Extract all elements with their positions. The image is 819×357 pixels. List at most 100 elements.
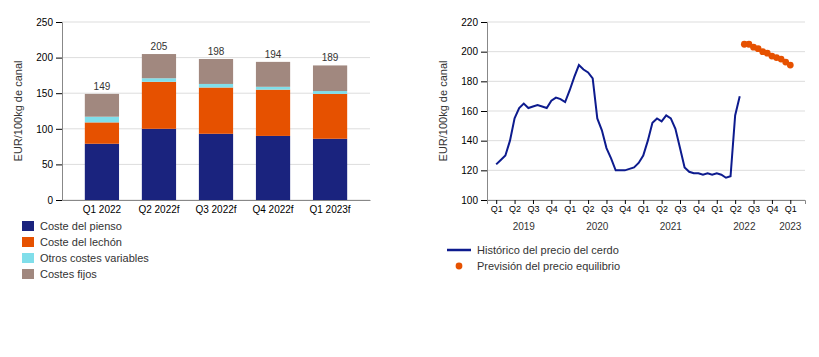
tick-label: 140 xyxy=(461,135,478,146)
bar-series xyxy=(85,78,347,122)
plot-area xyxy=(496,41,793,178)
bar-segment xyxy=(313,65,347,91)
x-tick: Q1 xyxy=(785,200,797,214)
y-tick: 160 xyxy=(461,106,487,117)
total-label: 194 xyxy=(265,49,282,60)
bar-segment xyxy=(313,94,347,139)
year-label: 2021 xyxy=(660,221,683,232)
x-tick: Q1 2022 xyxy=(83,204,122,215)
legend-label: Costes fijos xyxy=(40,268,97,280)
y-tick: 0 xyxy=(47,195,62,206)
axis-line xyxy=(63,200,371,201)
legend-label: Coste del lechón xyxy=(40,236,122,248)
grid xyxy=(62,22,370,200)
x-tick: Q3 xyxy=(748,200,760,214)
y-tick: 150 xyxy=(36,88,62,99)
tick-label: Q2 2022f xyxy=(138,204,179,215)
grid-line xyxy=(487,170,805,171)
legend: Coste del piensoCoste del lechónOtros co… xyxy=(22,220,149,280)
line-chart: 100120140160180200220EUR/100kg de canalQ… xyxy=(437,17,806,272)
x-tick: Q3 xyxy=(674,200,686,214)
tick-label: Q3 2022f xyxy=(195,204,236,215)
total-label: 149 xyxy=(94,81,111,92)
legend: Histórico del precio del cerdoPrevisión … xyxy=(447,244,620,272)
tick-label: 250 xyxy=(36,17,53,28)
tick-label: 0 xyxy=(47,195,53,206)
tick-label: 120 xyxy=(461,165,478,176)
y-tick: 200 xyxy=(36,52,62,63)
bar-chart: 050100150200250EUR/100kg de canalQ1 2022… xyxy=(12,17,371,280)
grid-line xyxy=(487,81,805,82)
bar-segment xyxy=(142,129,176,200)
annotations: 2019 2020 2021 2022 2023 xyxy=(513,221,802,232)
x-tick: Q2 xyxy=(730,200,742,214)
tick-mark xyxy=(56,129,62,130)
y-axis: 100120140160180200220 xyxy=(461,17,487,206)
y-tick: 140 xyxy=(461,135,487,146)
tick-label: Q2 xyxy=(509,204,521,214)
totals: 149205198194189 xyxy=(94,41,339,92)
tick-label: 200 xyxy=(461,46,478,57)
year-label: 2022 xyxy=(733,221,756,232)
grid xyxy=(487,22,805,200)
x-tick: Q4 2022f xyxy=(252,204,293,215)
chart-figure: 050100150200250EUR/100kg de canalQ1 2022… xyxy=(0,0,819,357)
y-tick: 180 xyxy=(461,76,487,87)
tick-mark xyxy=(56,58,62,59)
bar-series xyxy=(85,82,347,144)
grid-line xyxy=(487,111,805,112)
tick-label: 160 xyxy=(461,106,478,117)
x-tick: Q1 xyxy=(564,200,576,214)
tick-label: Q1 xyxy=(491,204,503,214)
year-label: 2023 xyxy=(779,221,802,232)
bar-segment xyxy=(199,59,233,84)
tick-mark xyxy=(481,52,487,53)
y-tick: 50 xyxy=(42,159,62,170)
x-axis: Q1Q2Q3Q4Q1Q2Q3Q4Q1Q2Q3Q4Q1Q2Q3Q4Q1 xyxy=(488,200,806,214)
tick-label: Q1 2022 xyxy=(83,204,122,215)
bar-segment xyxy=(313,139,347,200)
x-tick: Q2 xyxy=(583,200,595,214)
axis-line xyxy=(481,23,488,201)
bar-segment xyxy=(142,78,176,82)
x-tick: Q3 xyxy=(527,200,539,214)
total-label: 189 xyxy=(322,52,339,63)
tick-label: Q1 xyxy=(564,204,576,214)
x-tick: Q1 xyxy=(638,200,650,214)
legend-item: Coste del lechón xyxy=(22,236,122,248)
tick-label: Q3 xyxy=(527,204,539,214)
x-tick: Q4 xyxy=(619,200,631,214)
series-points xyxy=(741,41,794,69)
tick-label: Q4 xyxy=(546,204,558,214)
x-tick: Q1 2023f xyxy=(309,204,350,215)
bar-segment xyxy=(85,94,119,117)
legend-swatch xyxy=(456,263,463,270)
tick-label: 150 xyxy=(36,88,53,99)
plot-area xyxy=(85,54,347,200)
year-label: 2020 xyxy=(586,221,609,232)
x-tick: Q1 xyxy=(491,200,503,214)
tick-label: Q3 xyxy=(748,204,760,214)
x-tick: Q2 2022f xyxy=(138,204,179,215)
year-label: 2019 xyxy=(513,221,536,232)
x-tick: Q2 xyxy=(509,200,521,214)
x-tick: Q3 xyxy=(601,200,613,214)
x-tick: Q1 xyxy=(711,200,723,214)
legend-item: Otros costes variables xyxy=(22,252,149,264)
tick-label: 180 xyxy=(461,76,478,87)
legend-swatch xyxy=(22,253,34,263)
axis-line xyxy=(56,23,63,201)
y-axis: 050100150200250 xyxy=(36,17,62,206)
tick-label: Q1 xyxy=(711,204,723,214)
legend-swatch xyxy=(22,237,34,247)
tick-label: Q3 xyxy=(601,204,613,214)
bar-segment xyxy=(85,117,119,123)
tick-label: Q2 xyxy=(730,204,742,214)
tick-label: Q4 xyxy=(693,204,705,214)
bar-segment xyxy=(85,144,119,200)
y-axis-title: EUR/100kg de canal xyxy=(12,61,24,162)
bar-segment xyxy=(256,90,290,136)
legend-swatch xyxy=(447,249,471,252)
tick-label: 50 xyxy=(42,159,54,170)
point xyxy=(787,62,794,69)
